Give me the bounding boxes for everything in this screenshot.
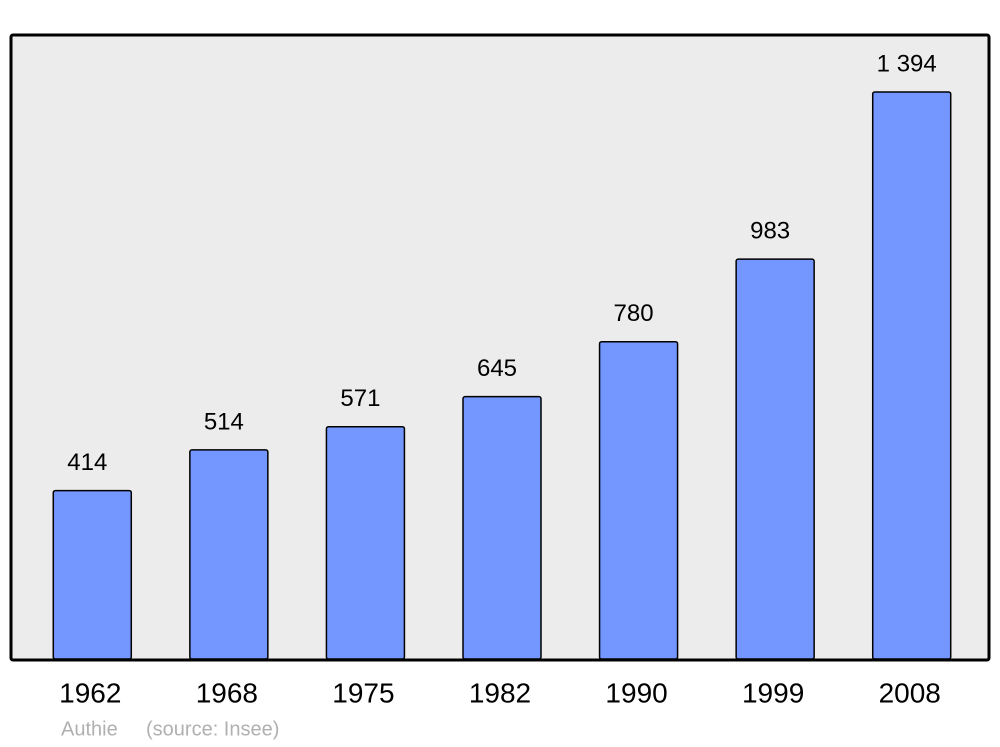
bar [189,449,269,660]
value-label: 780 [614,300,654,327]
bar [462,395,542,660]
place-label: Authie [61,718,118,740]
source-label: (source: Insee) [146,718,279,740]
x-tick-label: 1999 [742,677,804,708]
value-label: 645 [477,355,517,382]
bar [871,91,952,660]
bar [735,258,815,660]
bar [52,489,133,660]
bar [325,425,406,660]
value-label: 1 394 [877,50,937,77]
bar [598,340,679,660]
x-tick-label: 1962 [59,677,121,708]
x-tick-label: 1975 [332,677,394,708]
value-label: 414 [67,449,107,476]
value-label: 983 [750,218,790,245]
value-label: 571 [340,385,380,412]
x-tick-label: 2008 [879,677,941,708]
x-tick-label: 1982 [469,677,531,708]
x-tick-label: 1968 [196,677,258,708]
value-label: 514 [204,408,244,435]
x-tick-label: 1990 [605,677,667,708]
